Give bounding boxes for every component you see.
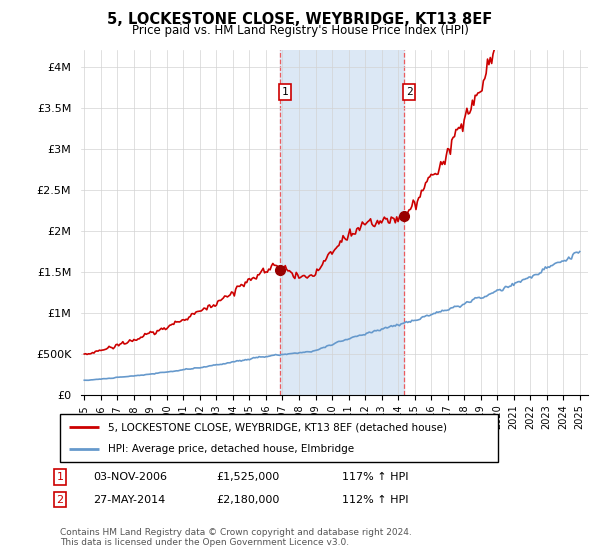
Text: Price paid vs. HM Land Registry's House Price Index (HPI): Price paid vs. HM Land Registry's House … xyxy=(131,24,469,36)
Text: 2: 2 xyxy=(406,87,413,97)
Bar xyxy=(280,50,404,395)
Text: 1: 1 xyxy=(56,472,64,482)
Text: 03-NOV-2006: 03-NOV-2006 xyxy=(93,472,167,482)
Text: 5, LOCKESTONE CLOSE, WEYBRIDGE, KT13 8EF: 5, LOCKESTONE CLOSE, WEYBRIDGE, KT13 8EF xyxy=(107,12,493,27)
Text: 117% ↑ HPI: 117% ↑ HPI xyxy=(342,472,409,482)
Text: £2,180,000: £2,180,000 xyxy=(216,494,280,505)
Text: 2: 2 xyxy=(56,494,64,505)
Text: Contains HM Land Registry data © Crown copyright and database right 2024.
This d: Contains HM Land Registry data © Crown c… xyxy=(60,528,412,547)
FancyBboxPatch shape xyxy=(60,414,498,462)
Text: 5, LOCKESTONE CLOSE, WEYBRIDGE, KT13 8EF (detached house): 5, LOCKESTONE CLOSE, WEYBRIDGE, KT13 8EF… xyxy=(108,422,447,432)
Text: 112% ↑ HPI: 112% ↑ HPI xyxy=(342,494,409,505)
Text: HPI: Average price, detached house, Elmbridge: HPI: Average price, detached house, Elmb… xyxy=(108,444,355,454)
Text: 27-MAY-2014: 27-MAY-2014 xyxy=(93,494,165,505)
Bar xyxy=(575,50,588,395)
Text: £1,525,000: £1,525,000 xyxy=(216,472,279,482)
Text: 1: 1 xyxy=(281,87,288,97)
